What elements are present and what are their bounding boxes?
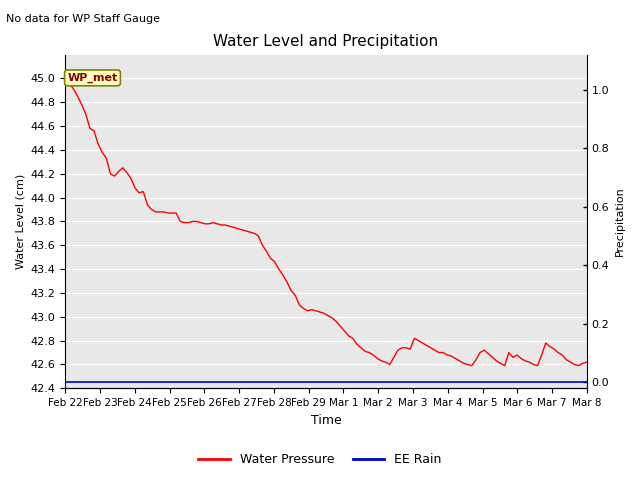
X-axis label: Time: Time (310, 414, 341, 427)
Y-axis label: Precipitation: Precipitation (615, 187, 625, 256)
Y-axis label: Water Level (cm): Water Level (cm) (15, 174, 25, 269)
Title: Water Level and Precipitation: Water Level and Precipitation (214, 34, 438, 49)
Text: WP_met: WP_met (67, 73, 118, 83)
Text: No data for WP Staff Gauge: No data for WP Staff Gauge (6, 14, 161, 24)
Legend: Water Pressure, EE Rain: Water Pressure, EE Rain (193, 448, 447, 471)
